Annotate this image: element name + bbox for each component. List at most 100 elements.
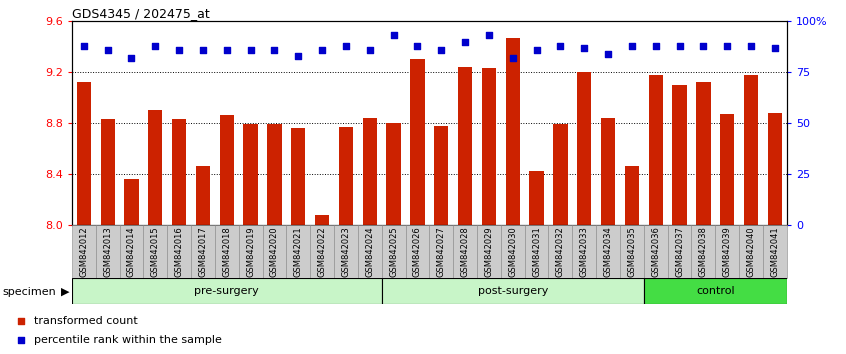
Text: transformed count: transformed count	[34, 316, 138, 326]
Bar	[481, 68, 496, 225]
Text: GSM842031: GSM842031	[532, 227, 541, 277]
Point	[244, 47, 257, 52]
Point	[578, 45, 591, 51]
Bar	[577, 72, 591, 225]
FancyBboxPatch shape	[405, 225, 429, 278]
FancyBboxPatch shape	[119, 225, 143, 278]
Point	[196, 47, 210, 52]
FancyBboxPatch shape	[286, 225, 310, 278]
FancyBboxPatch shape	[239, 225, 262, 278]
FancyBboxPatch shape	[715, 225, 739, 278]
Text: GSM842012: GSM842012	[80, 227, 88, 277]
Point	[292, 53, 305, 59]
Bar	[553, 124, 568, 225]
Text: control: control	[696, 286, 734, 296]
Point	[721, 43, 734, 48]
Text: GSM842029: GSM842029	[485, 227, 493, 277]
Point	[220, 47, 233, 52]
Text: post-surgery: post-surgery	[477, 286, 548, 296]
FancyBboxPatch shape	[72, 278, 382, 304]
Text: GSM842038: GSM842038	[699, 227, 708, 277]
Point	[14, 318, 28, 324]
FancyBboxPatch shape	[215, 225, 239, 278]
Bar	[624, 166, 639, 225]
Bar	[649, 75, 663, 225]
Bar	[195, 166, 210, 225]
Point	[101, 47, 114, 52]
Point	[124, 55, 138, 61]
Text: GSM842033: GSM842033	[580, 227, 589, 277]
Text: GSM842017: GSM842017	[199, 227, 207, 277]
Bar	[410, 59, 425, 225]
Text: GSM842024: GSM842024	[365, 227, 374, 277]
Bar	[101, 119, 115, 225]
FancyBboxPatch shape	[310, 225, 334, 278]
FancyBboxPatch shape	[96, 225, 119, 278]
FancyBboxPatch shape	[644, 278, 787, 304]
Point	[744, 43, 758, 48]
FancyBboxPatch shape	[168, 225, 191, 278]
Bar	[387, 123, 401, 225]
Text: GSM842036: GSM842036	[651, 227, 660, 277]
FancyBboxPatch shape	[334, 225, 358, 278]
Bar	[530, 171, 544, 225]
Text: pre-surgery: pre-surgery	[195, 286, 259, 296]
FancyBboxPatch shape	[143, 225, 168, 278]
Point	[316, 47, 329, 52]
Point	[482, 33, 496, 38]
Bar	[244, 124, 258, 225]
Text: GDS4345 / 202475_at: GDS4345 / 202475_at	[72, 7, 210, 20]
FancyBboxPatch shape	[739, 225, 763, 278]
Point	[363, 47, 376, 52]
Bar	[506, 38, 520, 225]
Text: GSM842026: GSM842026	[413, 227, 422, 277]
Point	[602, 51, 615, 57]
Text: GSM842023: GSM842023	[342, 227, 350, 277]
Point	[530, 47, 543, 52]
FancyBboxPatch shape	[477, 225, 501, 278]
Point	[553, 43, 567, 48]
Text: GSM842025: GSM842025	[389, 227, 398, 277]
FancyBboxPatch shape	[572, 225, 596, 278]
Text: GSM842041: GSM842041	[771, 227, 779, 277]
Bar	[673, 85, 687, 225]
Bar	[458, 67, 472, 225]
Bar	[172, 119, 186, 225]
Bar	[220, 115, 234, 225]
Bar	[124, 179, 139, 225]
Text: GSM842039: GSM842039	[722, 227, 732, 277]
Bar	[601, 118, 615, 225]
Text: GSM842034: GSM842034	[603, 227, 613, 277]
Point	[14, 337, 28, 343]
Point	[387, 33, 400, 38]
Text: GSM842027: GSM842027	[437, 227, 446, 277]
Bar	[148, 110, 162, 225]
Text: GSM842013: GSM842013	[103, 227, 113, 277]
FancyBboxPatch shape	[596, 225, 620, 278]
Text: GSM842018: GSM842018	[222, 227, 231, 277]
FancyBboxPatch shape	[644, 225, 667, 278]
Text: GSM842019: GSM842019	[246, 227, 255, 277]
Point	[768, 45, 782, 51]
Point	[77, 43, 91, 48]
Text: GSM842037: GSM842037	[675, 227, 684, 277]
Text: GSM842016: GSM842016	[174, 227, 184, 277]
Point	[410, 43, 424, 48]
Bar	[720, 114, 734, 225]
Text: specimen: specimen	[3, 287, 57, 297]
Point	[267, 47, 281, 52]
Point	[506, 55, 519, 61]
Text: GSM842022: GSM842022	[317, 227, 327, 277]
Text: GSM842021: GSM842021	[294, 227, 303, 277]
Text: ▶: ▶	[61, 287, 69, 297]
Point	[673, 43, 686, 48]
FancyBboxPatch shape	[763, 225, 787, 278]
FancyBboxPatch shape	[382, 225, 405, 278]
Bar	[363, 118, 377, 225]
Point	[173, 47, 186, 52]
FancyBboxPatch shape	[501, 225, 525, 278]
Bar	[77, 82, 91, 225]
Point	[459, 39, 472, 44]
Point	[696, 43, 710, 48]
Text: GSM842040: GSM842040	[746, 227, 755, 277]
